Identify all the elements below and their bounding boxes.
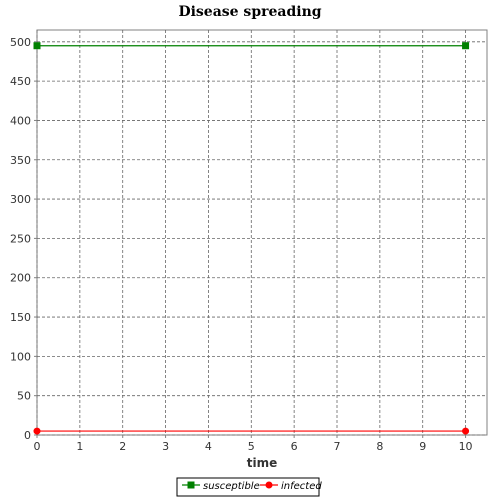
legend: susceptible infected	[177, 478, 322, 496]
y-tick-label: 0	[24, 429, 31, 442]
y-tick-label: 450	[10, 75, 31, 88]
plot-area	[37, 30, 487, 435]
chart-title: Disease spreading	[178, 4, 321, 20]
x-tick-label: 10	[459, 440, 473, 453]
data-point-susceptible	[34, 42, 41, 49]
y-tick-label: 350	[10, 154, 31, 167]
y-tick-label: 150	[10, 311, 31, 324]
y-tick-label: 300	[10, 193, 31, 206]
y-tick-label: 200	[10, 272, 31, 285]
legend-marker-susceptible	[188, 482, 195, 489]
data-point-infected	[462, 428, 469, 435]
legend-label-infected: infected	[281, 481, 322, 492]
legend-label-susceptible: susceptible	[203, 481, 260, 492]
x-tick-label: 8	[376, 440, 383, 453]
y-tick-label: 250	[10, 232, 31, 245]
x-tick-label: 7	[334, 440, 341, 453]
x-tick-label: 6	[291, 440, 298, 453]
y-tick-label: 500	[10, 36, 31, 49]
x-axis-label: time	[247, 456, 278, 470]
y-tick-label: 100	[10, 350, 31, 363]
data-point-infected	[34, 428, 41, 435]
x-tick-label: 1	[76, 440, 83, 453]
x-tick-label: 0	[34, 440, 41, 453]
x-tick-label: 4	[205, 440, 212, 453]
x-tick-label: 5	[248, 440, 255, 453]
x-tick-label: 9	[419, 440, 426, 453]
data-point-susceptible	[462, 42, 469, 49]
x-tick-label: 3	[162, 440, 169, 453]
x-tick-label: 2	[119, 440, 126, 453]
y-tick-label: 50	[17, 390, 31, 403]
y-tick-label: 400	[10, 114, 31, 127]
legend-marker-infected	[266, 482, 273, 489]
